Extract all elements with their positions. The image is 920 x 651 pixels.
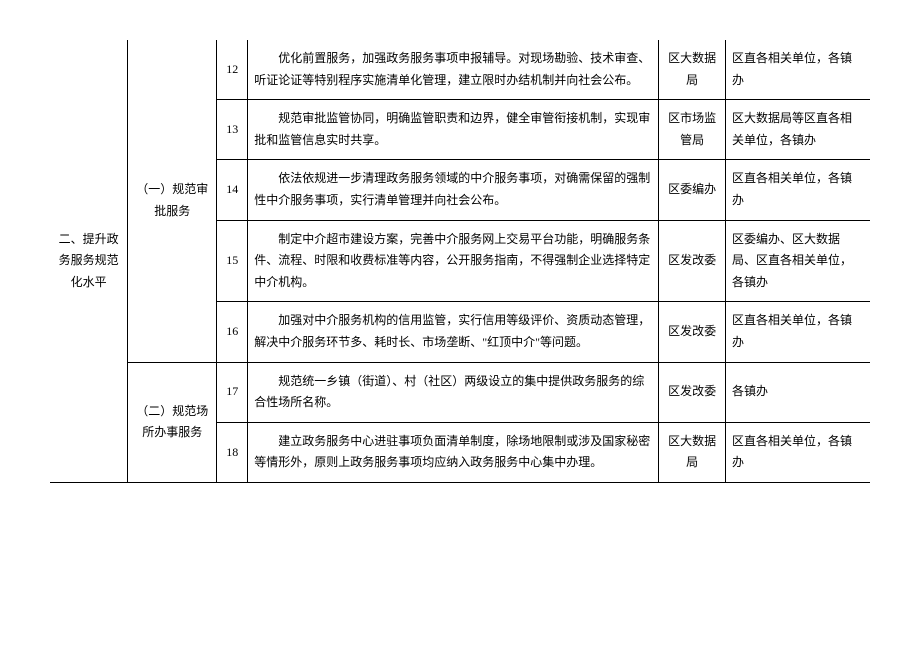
subsection-label: （一）规范审批服务 [136,182,208,218]
row-coop: 区委编办、区大数据局、区直各相关单位，各镇办 [726,220,870,302]
subsection-label: （二）规范场所办事服务 [136,404,208,440]
row-coop: 区直各相关单位，各镇办 [726,422,870,482]
row-coop: 区直各相关单位，各镇办 [726,40,870,100]
row-content-cell: 制定中介超市建设方案，完善中介服务网上交易平台功能，明确服务条件、流程、时限和收… [248,220,659,302]
row-lead: 区发改委 [659,302,726,362]
row-coop: 区直各相关单位，各镇办 [726,160,870,220]
row-content-cell: 依法依规进一步清理政务服务领域的中介服务事项，对确需保留的强制性中介服务事项，实… [248,160,659,220]
row-content: 规范审批监管协同，明确监管职责和边界，健全审管衔接机制，实现审批和监管信息实时共… [254,108,652,151]
subsection-cell: （二）规范场所办事服务 [128,362,217,482]
row-num: 15 [217,220,248,302]
row-num: 12 [217,40,248,100]
section-label: 二、提升政务服务规范化水平 [59,232,119,289]
row-num: 17 [217,362,248,422]
row-lead: 区大数据局 [659,40,726,100]
subsection-cell: （一）规范审批服务 [128,40,217,362]
row-lead: 区大数据局 [659,422,726,482]
row-num: 13 [217,100,248,160]
row-content: 规范统一乡镇（街道）、村（社区）两级设立的集中提供政务服务的综合性场所名称。 [254,371,652,414]
row-lead: 区发改委 [659,220,726,302]
row-content: 依法依规进一步清理政务服务领域的中介服务事项，对确需保留的强制性中介服务事项，实… [254,168,652,211]
row-content-cell: 建立政务服务中心进驻事项负面清单制度，除场地限制或涉及国家秘密等情形外，原则上政… [248,422,659,482]
row-coop: 各镇办 [726,362,870,422]
row-content: 优化前置服务，加强政务服务事项申报辅导。对现场勘验、技术审查、听证论证等特别程序… [254,48,652,91]
row-num: 16 [217,302,248,362]
row-coop: 区直各相关单位，各镇办 [726,302,870,362]
policy-table-container: 二、提升政务服务规范化水平 （一）规范审批服务 12 优化前置服务，加强政务服务… [50,40,870,483]
row-coop: 区大数据局等区直各相关单位，各镇办 [726,100,870,160]
row-lead: 区发改委 [659,362,726,422]
table-row: （二）规范场所办事服务 17 规范统一乡镇（街道）、村（社区）两级设立的集中提供… [50,362,870,422]
row-content-cell: 优化前置服务，加强政务服务事项申报辅导。对现场勘验、技术审查、听证论证等特别程序… [248,40,659,100]
row-content: 建立政务服务中心进驻事项负面清单制度，除场地限制或涉及国家秘密等情形外，原则上政… [254,431,652,474]
row-num: 18 [217,422,248,482]
row-lead: 区市场监管局 [659,100,726,160]
row-content: 制定中介超市建设方案，完善中介服务网上交易平台功能，明确服务条件、流程、时限和收… [254,229,652,294]
policy-table: 二、提升政务服务规范化水平 （一）规范审批服务 12 优化前置服务，加强政务服务… [50,40,870,483]
row-num: 14 [217,160,248,220]
section-cell: 二、提升政务服务规范化水平 [50,40,128,482]
table-row: 二、提升政务服务规范化水平 （一）规范审批服务 12 优化前置服务，加强政务服务… [50,40,870,100]
row-content-cell: 规范统一乡镇（街道）、村（社区）两级设立的集中提供政务服务的综合性场所名称。 [248,362,659,422]
row-content-cell: 规范审批监管协同，明确监管职责和边界，健全审管衔接机制，实现审批和监管信息实时共… [248,100,659,160]
row-content-cell: 加强对中介服务机构的信用监管，实行信用等级评价、资质动态管理，解决中介服务环节多… [248,302,659,362]
row-content: 加强对中介服务机构的信用监管，实行信用等级评价、资质动态管理，解决中介服务环节多… [254,310,652,353]
row-lead: 区委编办 [659,160,726,220]
